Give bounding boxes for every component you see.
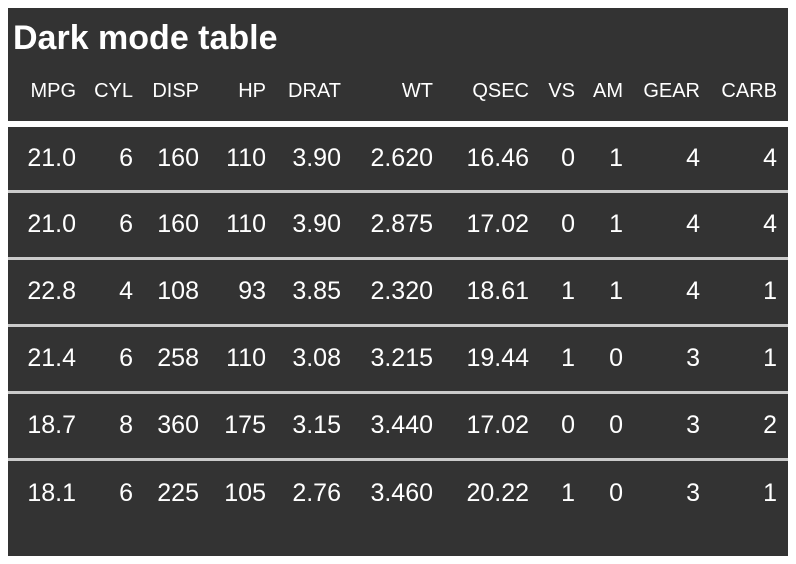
table-cell: 18.7: [8, 390, 87, 459]
table-row: 18.1 6 225 105 2.76 3.460 20.22 1 0 3 1: [8, 457, 788, 526]
column-header: DRAT: [277, 70, 352, 127]
table-cell: 360: [144, 390, 210, 459]
table-cell: 160: [144, 189, 210, 258]
table-cell: 21.4: [8, 323, 87, 392]
table-cell: 4: [634, 256, 711, 325]
table-cell: 1: [711, 256, 788, 325]
table-row: 21.0 6 160 110 3.90 2.875 17.02 0 1 4 4: [8, 189, 788, 258]
table-cell: 0: [586, 390, 634, 459]
table-cell: 6: [87, 323, 144, 392]
table-cell: 0: [540, 189, 586, 258]
table-cell: 110: [226, 143, 266, 172]
table-cell: 20.22: [444, 457, 540, 526]
column-header: VS: [540, 70, 586, 127]
table-cell: 3.460: [352, 457, 444, 526]
table-cell: 6: [87, 189, 144, 258]
column-header: GEAR: [634, 70, 711, 127]
column-header: CARB: [711, 70, 788, 127]
table-cell: 1: [586, 189, 634, 258]
table-cell: 1: [540, 457, 586, 526]
table-cell: 258: [144, 323, 210, 392]
table-cell: 1: [540, 323, 586, 392]
column-header: HP: [210, 70, 277, 127]
table-cell: 3.08: [277, 323, 352, 392]
table-cell: 3: [634, 323, 711, 392]
table-cell: 1: [711, 323, 788, 392]
dark-table-card: Dark mode table MPG CYL DISP HP DRAT WT QSEC VS…: [8, 8, 788, 556]
table-cell: 18.61: [444, 256, 540, 325]
table-cell: 4: [634, 189, 711, 258]
table-cell: 4: [711, 189, 788, 258]
column-header: QSEC: [444, 70, 540, 127]
table-cell: 4: [87, 256, 144, 325]
table-cell: 19.44: [444, 323, 540, 392]
table-cell: 17.02: [444, 189, 540, 258]
table-cell: 3.215: [352, 323, 444, 392]
table-cell: 0: [561, 143, 575, 172]
table-cell: 0: [586, 457, 634, 526]
table-cell: 108: [144, 256, 210, 325]
table-cell: 105: [210, 457, 277, 526]
table-cell: 3: [634, 457, 711, 526]
table-cell: 1: [711, 457, 788, 526]
table-cell: 6: [119, 143, 133, 172]
table-cell: 3.85: [277, 256, 352, 325]
table-cell: 6: [87, 457, 144, 526]
table-cell: 1: [540, 256, 586, 325]
table-cell: 3.90: [277, 189, 352, 258]
table-cell: 4: [763, 143, 777, 172]
table-cell: 3.15: [277, 390, 352, 459]
table-cell: 2: [711, 390, 788, 459]
table-row: 21.4 6 258 110 3.08 3.215 19.44 1 0 3 1: [8, 323, 788, 392]
data-table: MPG CYL DISP HP DRAT WT QSEC VS AM GEAR CARB 21.0 6…: [8, 70, 788, 526]
table-row: 22.8 4 108 93 3.85 2.320 18.61 1 1 4 1: [8, 256, 788, 325]
table-cell: 2.620: [370, 143, 433, 172]
table-cell: 175: [210, 390, 277, 459]
table-cell: 0: [586, 323, 634, 392]
table-cell: 1: [609, 143, 623, 172]
table-cell: 16.46: [466, 143, 529, 172]
table-cell: 225: [144, 457, 210, 526]
table-cell: 3.90: [292, 143, 341, 172]
table-cell: 3: [634, 390, 711, 459]
table-cell: 0: [540, 390, 586, 459]
table-cell: 18.1: [8, 457, 87, 526]
column-header: MPG: [8, 70, 87, 127]
table-cell: 110: [210, 189, 277, 258]
table-cell: 1: [586, 256, 634, 325]
table-cell: 3.440: [352, 390, 444, 459]
table-row: 18.7 8 360 175 3.15 3.440 17.02 0 0 3 2: [8, 390, 788, 459]
table-cell: 17.02: [444, 390, 540, 459]
table-title: Dark mode table: [13, 19, 278, 57]
table-cell: 2.875: [352, 189, 444, 258]
table-cell: 21.0: [27, 143, 76, 172]
table-cell: 160: [157, 143, 199, 172]
column-header: WT: [352, 70, 444, 127]
column-header: AM: [586, 70, 634, 127]
table-cell: 93: [210, 256, 277, 325]
table-cell: 8: [87, 390, 144, 459]
table-cell: 2.320: [352, 256, 444, 325]
table-cell: 2.76: [277, 457, 352, 526]
table-cell: 110: [210, 323, 277, 392]
table-cell: 22.8: [8, 256, 87, 325]
table-body: 21.0 6 160 110 3.90 2.620 16.46 0 1 4 4 21.0 6 160 110…: [8, 124, 788, 526]
table-row: 21.0 6 160 110 3.90 2.620 16.46 0 1 4 4: [8, 124, 788, 191]
column-header: DISP: [144, 70, 210, 127]
table-cell: 4: [686, 143, 700, 172]
table-cell: 21.0: [8, 189, 87, 258]
header-row: MPG CYL DISP HP DRAT WT QSEC VS AM GEAR CARB: [8, 70, 788, 127]
column-header: CYL: [87, 70, 144, 127]
